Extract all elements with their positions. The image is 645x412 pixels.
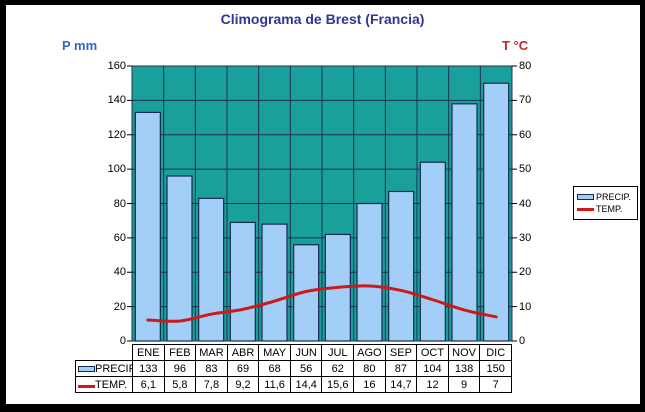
legend-precip-label: PRECIP. (596, 191, 631, 202)
precip-value-cell: 96 (163, 360, 197, 377)
precip-value-cell: 83 (195, 360, 228, 377)
right-axis-tick: 40 (519, 197, 532, 210)
left-axis-tick: 20 (113, 300, 126, 313)
right-axis-tick: 10 (519, 300, 532, 313)
precip-value-cell: 80 (353, 360, 386, 377)
climate-data-table: ENE FEB MAR ABR MAY JUN JUL AGO SEP OCT NOV DIC PRE… (75, 344, 512, 393)
precip-row-label: PRECIP. (95, 362, 132, 375)
left-axis-tick: 100 (107, 163, 126, 176)
precip-value-cell: 104 (416, 360, 449, 377)
temp-value-cell: 9,2 (226, 376, 260, 393)
right-axis-tick: 60 (519, 128, 532, 141)
precip-value-cell: 87 (384, 360, 418, 377)
legend-entry-precip: PRECIP. (577, 192, 635, 202)
temp-value-cell: 5,8 (163, 376, 197, 393)
left-axis-tick: 0 (119, 335, 126, 347)
temp-value-cell: 12 (416, 376, 449, 393)
month-cell: FEB (163, 344, 197, 361)
left-axis-unit-label: P mm (62, 38, 98, 53)
precip-row-header: PRECIP. (75, 360, 133, 377)
precip-value-cell: 62 (321, 360, 355, 377)
temp-row-label: TEMP. (95, 378, 128, 391)
chart-legend: PRECIP. TEMP. (573, 186, 638, 220)
precip-value-cell: 68 (258, 360, 291, 377)
temp-row-header: TEMP. (75, 376, 133, 393)
table-corner-cell (76, 345, 133, 361)
precip-bar-swatch-icon (577, 193, 594, 200)
temp-value-cell: 7 (479, 376, 512, 393)
temp-value-cell: 6,1 (132, 376, 165, 393)
precip-value-cell: 150 (479, 360, 512, 377)
left-axis-tick: 40 (113, 266, 126, 279)
temp-value-cell: 15,6 (321, 376, 355, 393)
right-axis-tick: 0 (519, 335, 526, 347)
left-axis-tick: 60 (113, 231, 126, 244)
right-axis-tick: 70 (519, 94, 532, 107)
month-cell: OCT (416, 344, 449, 361)
month-cell: ABR (226, 344, 260, 361)
month-cell: DIC (479, 344, 512, 361)
precip-value-cell: 69 (226, 360, 260, 377)
month-cell: AGO (353, 344, 386, 361)
legend-entry-temp: TEMP. (577, 204, 635, 214)
month-cell: SEP (384, 344, 418, 361)
temp-row: TEMP. 6,1 5,8 7,8 9,2 11,6 14,4 15,6 16 14,7 12 9 7 (75, 376, 512, 393)
precip-value-cell: 56 (289, 360, 323, 377)
month-cell: JUN (289, 344, 323, 361)
temp-value-cell: 9 (447, 376, 481, 393)
precip-value-cell: 133 (132, 360, 165, 377)
right-axis-tick: 80 (519, 60, 532, 72)
temp-value-cell: 16 (353, 376, 386, 393)
left-axis-tick: 160 (107, 60, 126, 72)
temp-line-swatch-icon (78, 384, 95, 388)
right-axis-tick: 50 (519, 163, 532, 176)
month-cell: JUL (321, 344, 355, 361)
temp-value-cell: 14,7 (384, 376, 418, 393)
legend-temp-label: TEMP. (596, 204, 623, 215)
left-axis-tick: 80 (113, 197, 126, 210)
temp-value-cell: 11,6 (258, 376, 291, 393)
left-axis-tick: 140 (107, 94, 126, 107)
right-axis-unit-label: T °C (502, 38, 529, 53)
left-axis-tick: 120 (107, 128, 126, 141)
precip-value-cell: 138 (447, 360, 481, 377)
months-row: ENE FEB MAR ABR MAY JUN JUL AGO SEP OCT NOV DIC (76, 344, 512, 361)
month-cell: MAR (195, 344, 228, 361)
temp-value-cell: 7,8 (195, 376, 228, 393)
month-cell: MAY (258, 344, 291, 361)
temp-value-cell: 14,4 (289, 376, 323, 393)
temp-line-swatch-icon (577, 207, 594, 211)
right-axis-tick: 20 (519, 266, 532, 279)
right-axis-tick: 30 (519, 231, 532, 244)
month-cell: ENE (132, 344, 165, 361)
chart-title: Climograma de Brest (Francia) (220, 11, 425, 27)
precip-bar-swatch-icon (78, 365, 95, 372)
month-cell: NOV (447, 344, 481, 361)
